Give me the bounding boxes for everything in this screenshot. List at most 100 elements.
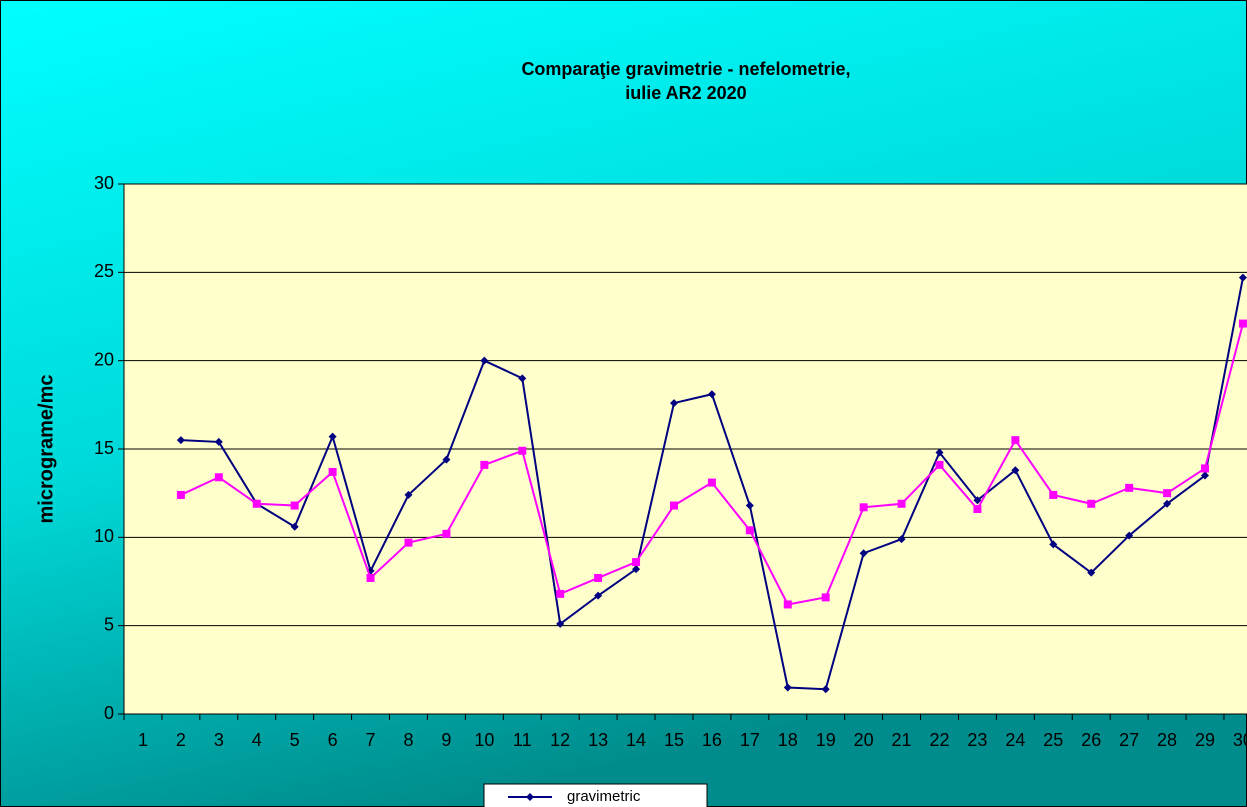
marker [556, 589, 565, 598]
marker [897, 499, 906, 508]
marker [859, 503, 868, 512]
y-tick-label: 0 [104, 703, 114, 723]
x-tick-label: 15 [664, 730, 684, 750]
x-tick-label: 10 [474, 730, 494, 750]
marker [669, 399, 678, 408]
marker [328, 467, 337, 476]
marker [442, 455, 451, 464]
x-tick-label: 7 [366, 730, 376, 750]
marker [594, 591, 603, 600]
x-tick-label: 17 [740, 730, 760, 750]
marker [1087, 499, 1096, 508]
marker [404, 538, 413, 547]
x-tick-label: 18 [778, 730, 798, 750]
marker [897, 535, 906, 544]
marker [214, 437, 223, 446]
marker [821, 593, 830, 602]
x-tick-label: 28 [1157, 730, 1177, 750]
marker [526, 793, 534, 801]
x-tick-label: 23 [967, 730, 987, 750]
marker [1049, 540, 1058, 549]
marker [442, 529, 451, 538]
marker [404, 490, 413, 499]
marker [1011, 436, 1020, 445]
marker [1087, 568, 1096, 577]
marker [1125, 531, 1134, 540]
x-tick-label: 12 [550, 730, 570, 750]
marker [176, 490, 185, 499]
x-tick-label: 5 [290, 730, 300, 750]
marker [783, 600, 792, 609]
marker [594, 573, 603, 582]
marker [935, 448, 944, 457]
marker [1163, 499, 1172, 508]
marker [707, 478, 716, 487]
marker [328, 432, 337, 441]
marker [1011, 466, 1020, 475]
marker [518, 446, 527, 455]
x-tick-label: 24 [1005, 730, 1025, 750]
x-tick-label: 21 [892, 730, 912, 750]
x-tick-label: 11 [513, 730, 532, 750]
y-tick-label: 5 [104, 614, 114, 634]
x-tick-label: 13 [588, 730, 608, 750]
y-tick-label: 30 [94, 173, 114, 193]
x-tick-label: 8 [403, 730, 413, 750]
marker [632, 565, 641, 574]
x-tick-label: 16 [702, 730, 722, 750]
x-tick-label: 3 [214, 730, 224, 750]
marker [1163, 489, 1172, 498]
x-tick-label: 1 [138, 730, 148, 750]
y-axis-label: micrograme/mc [35, 375, 57, 524]
marker [1238, 273, 1247, 282]
marker [1201, 471, 1210, 480]
marker [1125, 483, 1134, 492]
x-tick-label: 22 [929, 730, 949, 750]
x-tick-label: 29 [1195, 730, 1215, 750]
marker [290, 501, 299, 510]
y-tick-label: 15 [94, 438, 114, 458]
marker [480, 356, 489, 365]
marker [518, 374, 527, 383]
marker [669, 501, 678, 510]
chart-title: iulie AR2 2020 [625, 83, 746, 103]
marker [366, 573, 375, 582]
y-tick-label: 20 [94, 349, 114, 369]
x-tick-label: 4 [252, 730, 262, 750]
marker [783, 683, 792, 692]
marker [176, 436, 185, 445]
x-tick-label: 27 [1119, 730, 1139, 750]
chart-title: Comparaţie gravimetrie - nefelometrie, [521, 59, 850, 79]
x-tick-label: 19 [816, 730, 836, 750]
y-tick-label: 25 [94, 261, 114, 281]
marker [973, 496, 982, 505]
marker [973, 505, 982, 514]
marker [480, 460, 489, 469]
marker [821, 685, 830, 694]
x-tick-label: 6 [328, 730, 338, 750]
marker [1049, 490, 1058, 499]
marker [935, 460, 944, 469]
marker [556, 619, 565, 628]
y-tick-label: 10 [94, 526, 114, 546]
marker [290, 522, 299, 531]
x-tick-label: 9 [441, 730, 451, 750]
marker [252, 499, 261, 508]
marker [1201, 464, 1210, 473]
legend-label: gravimetric [567, 788, 641, 805]
marker [1238, 319, 1247, 328]
legend [483, 783, 708, 807]
marker [859, 549, 868, 558]
x-tick-label: 30 [1233, 730, 1247, 750]
x-tick-label: 14 [626, 730, 646, 750]
marker [214, 473, 223, 482]
x-tick-label: 26 [1081, 730, 1101, 750]
marker [745, 501, 754, 510]
x-tick-label: 20 [854, 730, 874, 750]
marker [745, 526, 754, 535]
x-tick-label: 25 [1043, 730, 1063, 750]
marker [707, 390, 716, 399]
marker [632, 558, 641, 567]
x-tick-label: 2 [176, 730, 186, 750]
